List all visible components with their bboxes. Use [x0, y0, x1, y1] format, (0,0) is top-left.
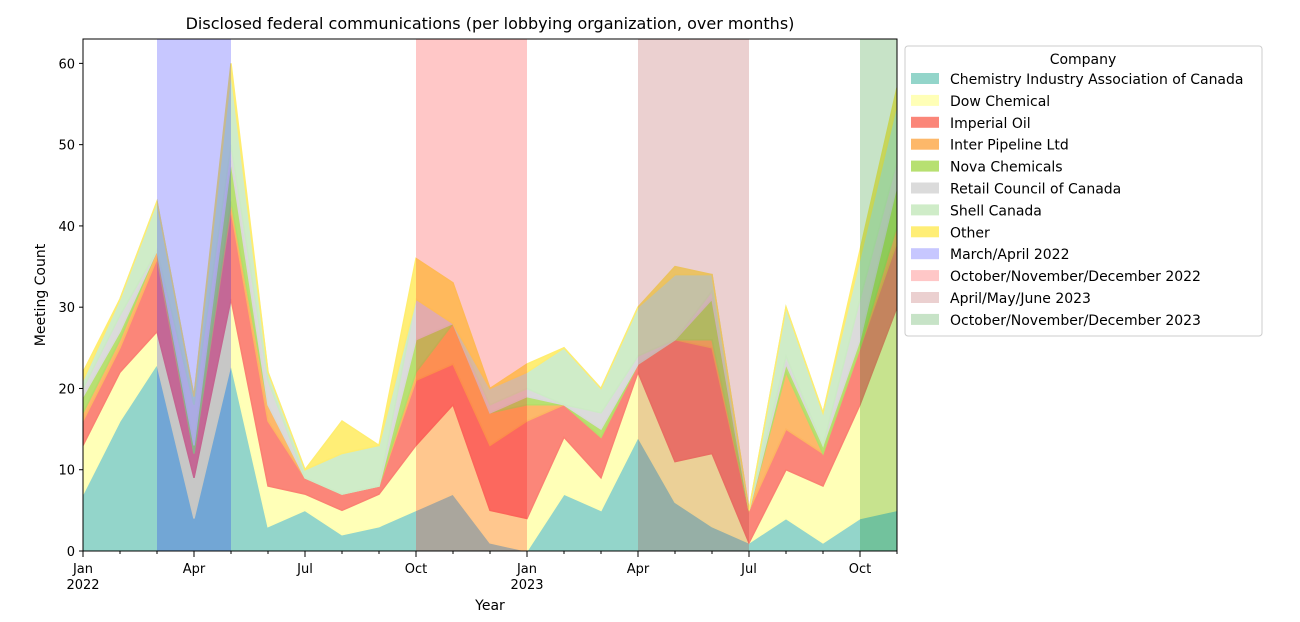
legend-label: Retail Council of Canada [950, 182, 1121, 198]
x-tick-label: Jan [516, 562, 537, 577]
legend-swatch [911, 226, 939, 238]
y-tick-label: 50 [58, 139, 75, 154]
legend-swatch [911, 94, 939, 106]
legend-swatch [911, 313, 939, 325]
y-tick-label: 0 [67, 545, 75, 560]
highlight-span-2 [638, 39, 749, 551]
area-series-7 [83, 63, 897, 511]
y-axis-label: Meeting Count [33, 243, 49, 346]
y-tick-label: 30 [58, 301, 75, 316]
legend-label: March/April 2022 [950, 247, 1069, 263]
legend-label: Dow Chemical [950, 94, 1050, 110]
legend-swatch [911, 182, 939, 194]
x-tick-label: Jul [296, 562, 313, 577]
legend: Company Chemistry Industry Association o… [904, 45, 1263, 337]
chart-title: Disclosed federal communications (per lo… [186, 14, 795, 33]
legend-label: Chemistry Industry Association of Canada [950, 72, 1243, 88]
highlight-span-3 [860, 39, 897, 551]
highlight-span-0 [157, 39, 231, 551]
legend-swatch [911, 73, 939, 84]
y-tick-label: 20 [58, 382, 75, 397]
x-tick-year-label: 2023 [510, 578, 543, 593]
legend-swatch [911, 292, 939, 303]
x-tick-label: Jan [72, 562, 93, 577]
x-tick-label: Apr [627, 562, 650, 577]
legend-label: Nova Chemicals [950, 160, 1063, 176]
legend-label: Shell Canada [950, 203, 1042, 219]
legend-label: October/November/December 2023 [950, 313, 1201, 329]
legend-label: October/November/December 2022 [950, 269, 1201, 285]
y-tick-label: 60 [58, 57, 75, 72]
legend-swatch [911, 204, 939, 216]
x-axis-label: Year [474, 598, 505, 614]
x-tick-year-label: 2022 [66, 578, 99, 593]
x-tick-label: Apr [183, 562, 206, 577]
y-tick-label: 10 [58, 464, 75, 479]
legend-swatch [911, 116, 939, 128]
legend-label: Imperial Oil [950, 116, 1031, 132]
x-tick-label: Jul [740, 562, 757, 577]
highlight-span-1 [416, 39, 527, 551]
plot-area [83, 39, 897, 551]
x-tick-label: Oct [849, 562, 871, 577]
legend-label: Inter Pipeline Ltd [950, 138, 1069, 154]
legend-label: Other [950, 225, 990, 241]
legend-swatch [911, 270, 939, 282]
legend-swatch [911, 160, 939, 172]
x-tick-label: Oct [405, 562, 427, 577]
y-tick-label: 40 [58, 220, 75, 235]
legend-swatch [911, 248, 939, 260]
legend-title: Company [1050, 52, 1117, 68]
legend-label: April/May/June 2023 [950, 291, 1091, 307]
legend-swatch [911, 138, 939, 150]
